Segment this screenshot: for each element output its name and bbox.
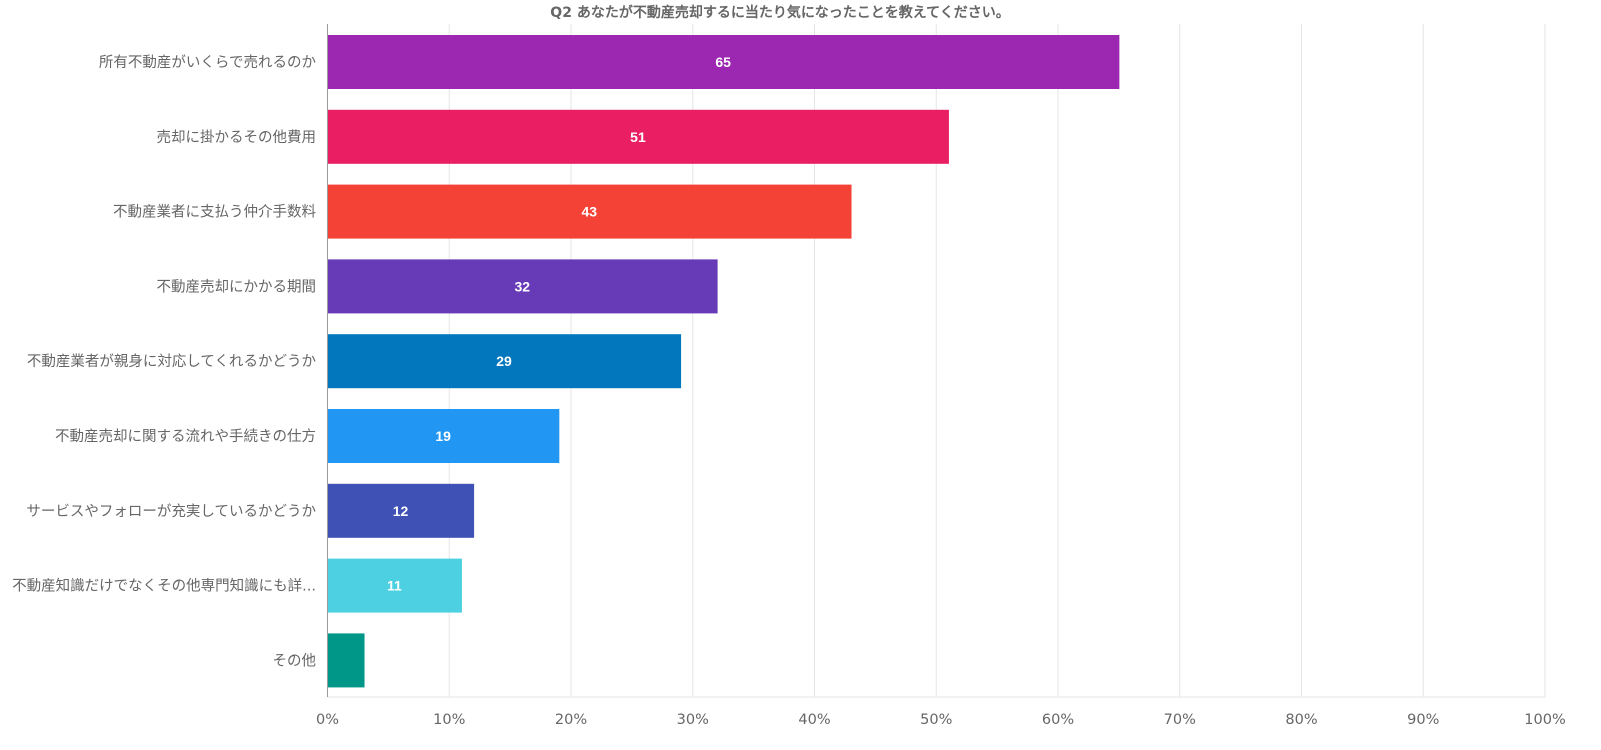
bar-data-label: 19 [435, 428, 451, 444]
bar [328, 558, 462, 613]
category-label: 不動産業者に支払う仲介手数料 [113, 204, 316, 221]
bar-data-label: 32 [515, 278, 531, 294]
bar [328, 633, 365, 688]
bar [328, 35, 1120, 89]
bar-layer: 65 51 43 32 29 19 12 11 [328, 35, 1120, 688]
bar [328, 334, 682, 389]
category-label: 不動産知識だけでなくその他専門知識にも詳... [12, 578, 316, 595]
category-label: サービスやフォローが充実しているかどうか [26, 503, 316, 520]
x-tick-label: 70% [1164, 712, 1196, 728]
category-label: 不動産売却にかかる期間 [157, 278, 317, 295]
bar-data-label: 11 [387, 578, 402, 594]
x-tick-label: 30% [677, 712, 709, 728]
bar-data-label: 51 [630, 129, 646, 145]
x-tick-label: 0% [316, 712, 339, 728]
category-labels: 所有不動産がいくらで売れるのか売却に掛かるその他費用不動産業者に支払う仲介手数料… [12, 54, 316, 669]
bar [328, 409, 560, 463]
x-tick-label: 100% [1524, 712, 1565, 728]
x-tick-label: 50% [920, 712, 952, 728]
category-label: その他 [273, 652, 317, 669]
x-tick-label: 20% [555, 712, 587, 728]
bar [328, 483, 475, 538]
bar-data-label: 12 [393, 503, 409, 519]
bar [328, 184, 852, 239]
x-tick-label: 80% [1285, 712, 1317, 728]
x-tick-label: 90% [1407, 712, 1439, 728]
bar-data-label: 43 [581, 204, 597, 220]
x-tick-label: 60% [1042, 712, 1074, 728]
category-label: 所有不動産がいくらで売れるのか [99, 54, 316, 71]
bar-data-label: 29 [496, 353, 512, 369]
x-tick-label: 40% [798, 712, 830, 728]
category-label: 売却に掛かるその他費用 [157, 129, 317, 146]
x-axis-ticks: 0% 10% 20% 30% 40% 50% 60% 70% 80% 90% 100% [316, 712, 1566, 728]
chart-title: Q2 あなたが不動産売却するに当たり気になったことを教えてください。 [550, 4, 1009, 21]
bar [328, 109, 949, 164]
bar-data-label: 65 [715, 54, 731, 70]
category-label: 不動産売却に関する流れや手続きの仕方 [55, 428, 316, 445]
category-label: 不動産業者が親身に対応してくれるかどうか [27, 353, 316, 370]
bar [328, 259, 718, 314]
x-tick-label: 10% [433, 712, 465, 728]
